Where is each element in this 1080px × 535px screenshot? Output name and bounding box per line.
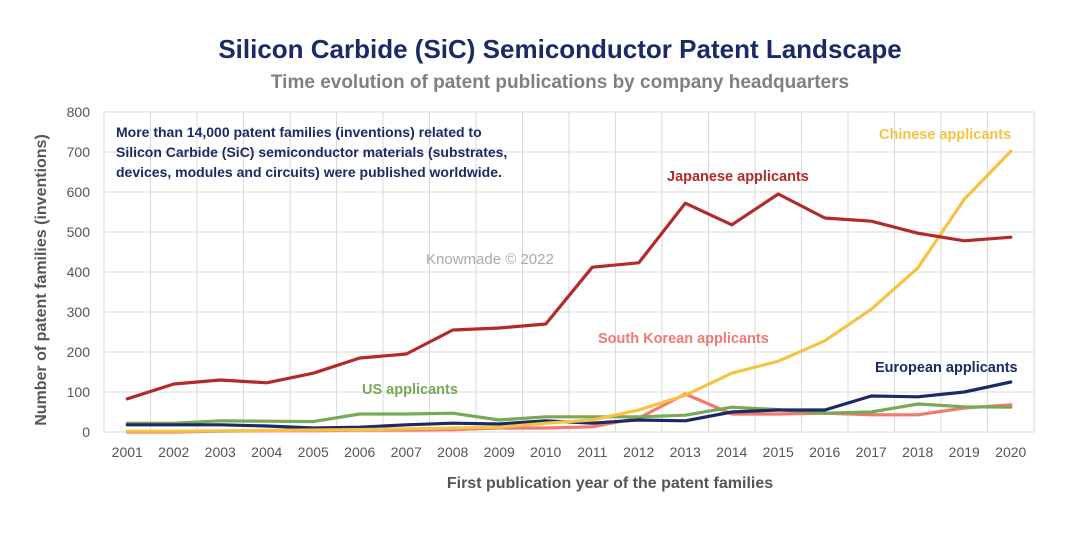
x-tick-label: 2020 — [995, 444, 1026, 460]
x-tick-label: 2012 — [623, 444, 654, 460]
y-axis-label: Number of patent families (inventions) — [33, 134, 50, 426]
x-tick-label: 2013 — [670, 444, 701, 460]
x-tick-label: 2007 — [391, 444, 422, 460]
chart-subtitle: Time evolution of patent publications by… — [270, 72, 850, 93]
y-tick-label: 100 — [67, 384, 91, 400]
y-axis-ticks: 0 100 200 300 400 500 600 700 800 — [67, 104, 91, 440]
x-tick-label: 2008 — [437, 444, 468, 460]
x-tick-label: 2005 — [298, 444, 329, 460]
series-line-japanese-applicants — [125, 192, 1013, 401]
y-tick-label: 200 — [67, 344, 91, 360]
x-tick-label: 2016 — [809, 444, 840, 460]
x-tick-label: 2010 — [530, 444, 561, 460]
y-tick-label: 800 — [67, 104, 91, 120]
x-tick-label: 2018 — [902, 444, 933, 460]
x-tick-label: 2002 — [158, 444, 189, 460]
x-tick-label: 2003 — [205, 444, 236, 460]
label-european: European applicants — [875, 360, 1018, 376]
x-tick-label: 2017 — [856, 444, 887, 460]
y-tick-label: 500 — [67, 224, 91, 240]
watermark: Knowmade © 2022 — [426, 251, 554, 268]
series-line-chinese-applicants — [125, 149, 1013, 433]
label-south-korean: South Korean applicants — [598, 331, 769, 347]
annotation-line-3: devices, modules and circuits) were publ… — [116, 164, 502, 180]
x-tick-label: 2004 — [251, 444, 282, 460]
y-tick-label: 0 — [82, 424, 90, 440]
annotation-line-2: Silicon Carbide (SiC) semiconductor mate… — [116, 144, 507, 160]
x-tick-label: 2001 — [112, 444, 143, 460]
x-tick-label: 2009 — [484, 444, 515, 460]
x-axis-ticks: 2001 2002 2003 2004 2005 2006 2007 2008 2009 2010… — [112, 444, 1027, 460]
x-tick-label: 2019 — [949, 444, 980, 460]
annotation-line-1: More than 14,000 patent families (invent… — [116, 124, 482, 140]
series-line-us-applicants — [125, 402, 1013, 425]
grid-layer — [103, 111, 1035, 433]
series-layer — [125, 149, 1013, 434]
label-japanese: Japanese applicants — [667, 169, 809, 185]
label-us: US applicants — [362, 382, 458, 398]
y-tick-label: 300 — [67, 304, 91, 320]
y-tick-label: 400 — [67, 264, 91, 280]
x-tick-label: 2014 — [716, 444, 747, 460]
x-tick-label: 2015 — [763, 444, 794, 460]
x-tick-label: 2011 — [577, 444, 607, 460]
x-axis-label: First publication year of the patent fam… — [447, 475, 773, 492]
y-tick-label: 700 — [67, 144, 91, 160]
label-chinese: Chinese applicants — [879, 127, 1011, 143]
x-tick-label: 2006 — [344, 444, 375, 460]
y-tick-label: 600 — [67, 184, 91, 200]
chart-title: Silicon Carbide (SiC) Semiconductor Pate… — [218, 34, 902, 64]
